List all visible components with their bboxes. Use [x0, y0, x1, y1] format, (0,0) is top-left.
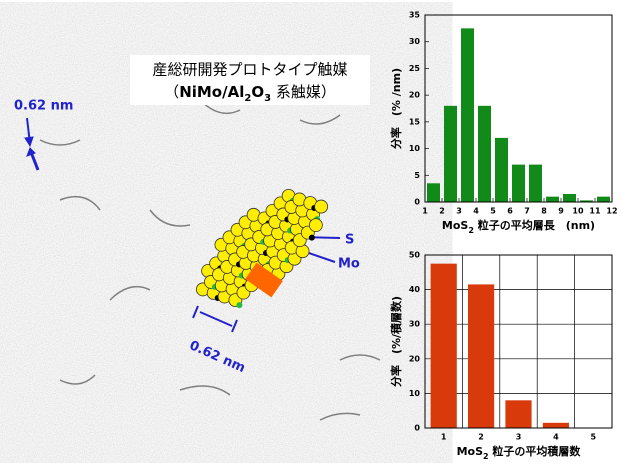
y-tick-label: 10	[409, 389, 421, 398]
bar	[543, 423, 569, 428]
y-tick-label: 0	[414, 198, 420, 207]
bar	[512, 165, 525, 202]
x-tick-label: 11	[589, 207, 601, 216]
x-label-part: 粒子の平均層長 (nm)	[474, 218, 595, 232]
x-label-part: 粒子の平均積層数	[489, 444, 582, 458]
y-tick-label: 20	[409, 354, 421, 363]
bar	[461, 28, 474, 202]
bar	[505, 400, 531, 428]
y-tick-label: 35	[409, 11, 421, 20]
atom	[309, 219, 322, 232]
tem-image: 産総研開発プロトタイプ触媒 （NiMo/Al2O3 系触媒） 0.62 nm 0…	[8, 42, 412, 438]
x-tick-label: 4	[473, 207, 479, 216]
x-tick-label: 2	[478, 433, 484, 442]
x-tick-label: 9	[558, 207, 564, 216]
x-label-part: MoS	[442, 219, 469, 232]
bar	[468, 284, 494, 428]
x-axis-label: MoS2 粒子の平均積層数	[457, 444, 582, 461]
subtitle-part: （	[164, 83, 179, 101]
y-axis-label: 分率 (%/積層数)	[389, 296, 403, 387]
scale-label: 0.62 nm	[14, 99, 73, 114]
atom-label: Mo	[338, 257, 360, 272]
x-tick-label: 3	[456, 207, 462, 216]
y-tick-label: 20	[409, 91, 421, 100]
bar	[495, 138, 508, 202]
y-tick-label: 30	[409, 320, 421, 329]
x-tick-label: 2	[439, 207, 445, 216]
x-tick-label: 3	[516, 433, 522, 442]
bar	[431, 264, 457, 428]
y-tick-label: 15	[409, 117, 421, 126]
image-title: 産総研開発プロトタイプ触媒	[152, 61, 347, 79]
y-tick-label: 0	[414, 424, 420, 433]
bar	[597, 197, 610, 202]
y-tick-label: 25	[409, 64, 421, 73]
bar	[427, 183, 440, 202]
x-tick-label: 5	[490, 207, 496, 216]
x-tick-label: 1	[441, 433, 447, 442]
bar	[563, 194, 576, 202]
x-tick-label: 7	[524, 207, 530, 216]
y-tick-label: 50	[409, 251, 421, 260]
subtitle-part: NiMo/Al	[179, 83, 244, 101]
x-tick-label: 1	[422, 207, 428, 216]
atom-dark	[236, 302, 242, 308]
page: 産総研開発プロトタイプ触媒 （NiMo/Al2O3 系触媒） 0.62 nm 0…	[0, 0, 622, 467]
x-tick-label: 5	[591, 433, 597, 442]
x-tick-label: 8	[541, 207, 547, 216]
bar	[546, 197, 559, 202]
atom	[315, 200, 328, 213]
y-tick-label: 10	[409, 144, 421, 153]
y-tick-label: 40	[409, 285, 421, 294]
bar	[444, 106, 457, 202]
y-axis-label: 分率 (% /nm)	[389, 68, 403, 149]
y-tick-label: 5	[414, 171, 420, 180]
x-tick-label: 6	[507, 207, 513, 216]
x-axis-label: MoS2 粒子の平均層長 (nm)	[442, 218, 595, 235]
x-tick-label: 10	[572, 207, 584, 216]
bar	[529, 165, 542, 202]
atom-label: S	[345, 233, 354, 248]
x-label-part: MoS	[457, 445, 484, 458]
subtitle-part: 3	[264, 93, 271, 104]
subtitle-part: 系触媒）	[271, 83, 336, 101]
figure: 産総研開発プロトタイプ触媒 （NiMo/Al2O3 系触媒） 0.62 nm 0…	[0, 0, 622, 463]
y-tick-label: 30	[409, 37, 421, 46]
x-tick-label: 12	[606, 207, 617, 216]
subtitle-part: 2	[244, 93, 251, 104]
bar	[478, 106, 491, 202]
subtitle-part: O	[251, 83, 264, 101]
atom-dark	[309, 235, 315, 241]
x-tick-label: 4	[553, 433, 559, 442]
